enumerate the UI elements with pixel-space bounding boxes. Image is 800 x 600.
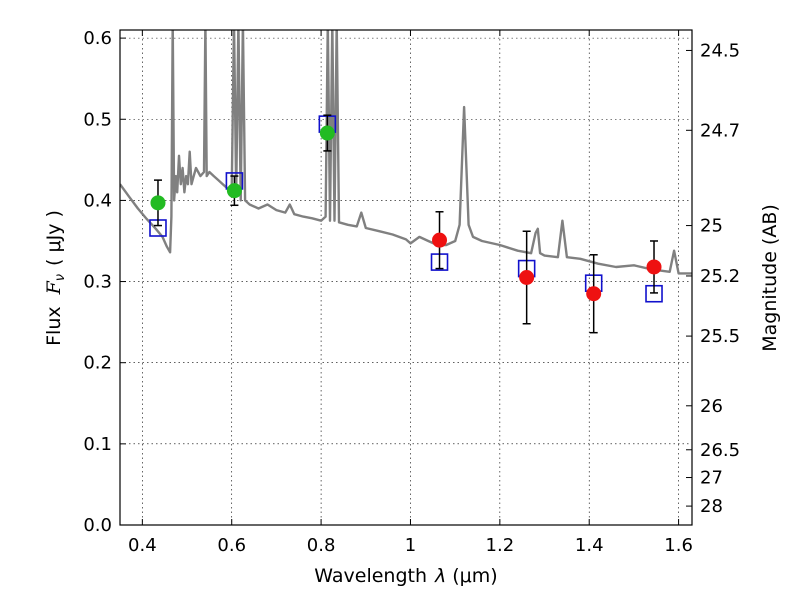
y2-tick-label: 25.2 [700,266,740,287]
plot-frame [119,29,693,526]
y2-tick-label: 24.5 [700,40,740,61]
y2-axis-label: Magnitude (AB) [759,204,781,352]
x-axis: 0.4 0.6 0.8 1 1.2 1.4 1.6 [128,30,693,556]
y-tick-label: 0.4 [83,190,112,211]
y-axis-label: FluxFν( μJy ) [43,210,68,346]
y2-tick-label: 26.5 [700,440,740,461]
observed-point [646,259,662,275]
x-tick-label: 0.6 [217,535,246,556]
model-layer [120,30,692,275]
y-tick-label: 0.6 [83,28,112,49]
y2-tick-label: 28 [700,496,723,517]
observed-layer [150,125,662,302]
y2-tick-label: 26 [700,396,723,417]
y-tick-label: 0.2 [83,353,112,374]
observed-point [586,286,602,302]
x-tick-label: 1.4 [575,535,604,556]
y2-axis: 24.5 24.7 25 25.2 25.5 26 26.5 27 28 [686,40,740,517]
y-axis: 0.0 0.1 0.2 0.3 0.4 0.5 0.6 [83,28,126,536]
x-tick-label: 1 [405,535,416,556]
y2-tick-label: 24.7 [700,120,740,141]
model-sed-line [120,30,692,275]
x-tick-label: 0.8 [307,535,336,556]
grid [120,30,692,526]
observed-point [432,232,448,248]
observed-point [150,195,166,211]
observed-point [319,125,335,141]
x-tick-label: 1.2 [486,535,515,556]
y2-tick-label: 25 [700,216,723,237]
y-tick-label: 0.1 [83,434,112,455]
x-tick-label: 0.4 [128,535,157,556]
x-tick-label: 1.6 [664,535,693,556]
y-tick-label: 0.5 [83,109,112,130]
observed-point [519,270,535,285]
observed-point [226,183,242,199]
y-tick-label: 0.3 [83,272,112,293]
x-axis-label: Wavelength λ (μm) [314,565,497,587]
y2-tick-label: 25.5 [700,326,740,347]
y2-tick-label: 27 [700,468,723,489]
y-tick-label: 0.0 [83,515,112,536]
